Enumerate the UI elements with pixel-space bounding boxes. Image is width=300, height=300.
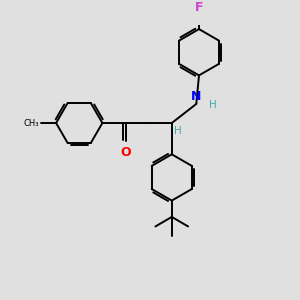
Text: O: O <box>120 146 131 159</box>
Text: H: H <box>208 100 216 110</box>
Text: CH₃: CH₃ <box>24 118 39 127</box>
Text: N: N <box>191 90 202 103</box>
Text: H: H <box>174 126 182 136</box>
Text: F: F <box>195 1 203 14</box>
